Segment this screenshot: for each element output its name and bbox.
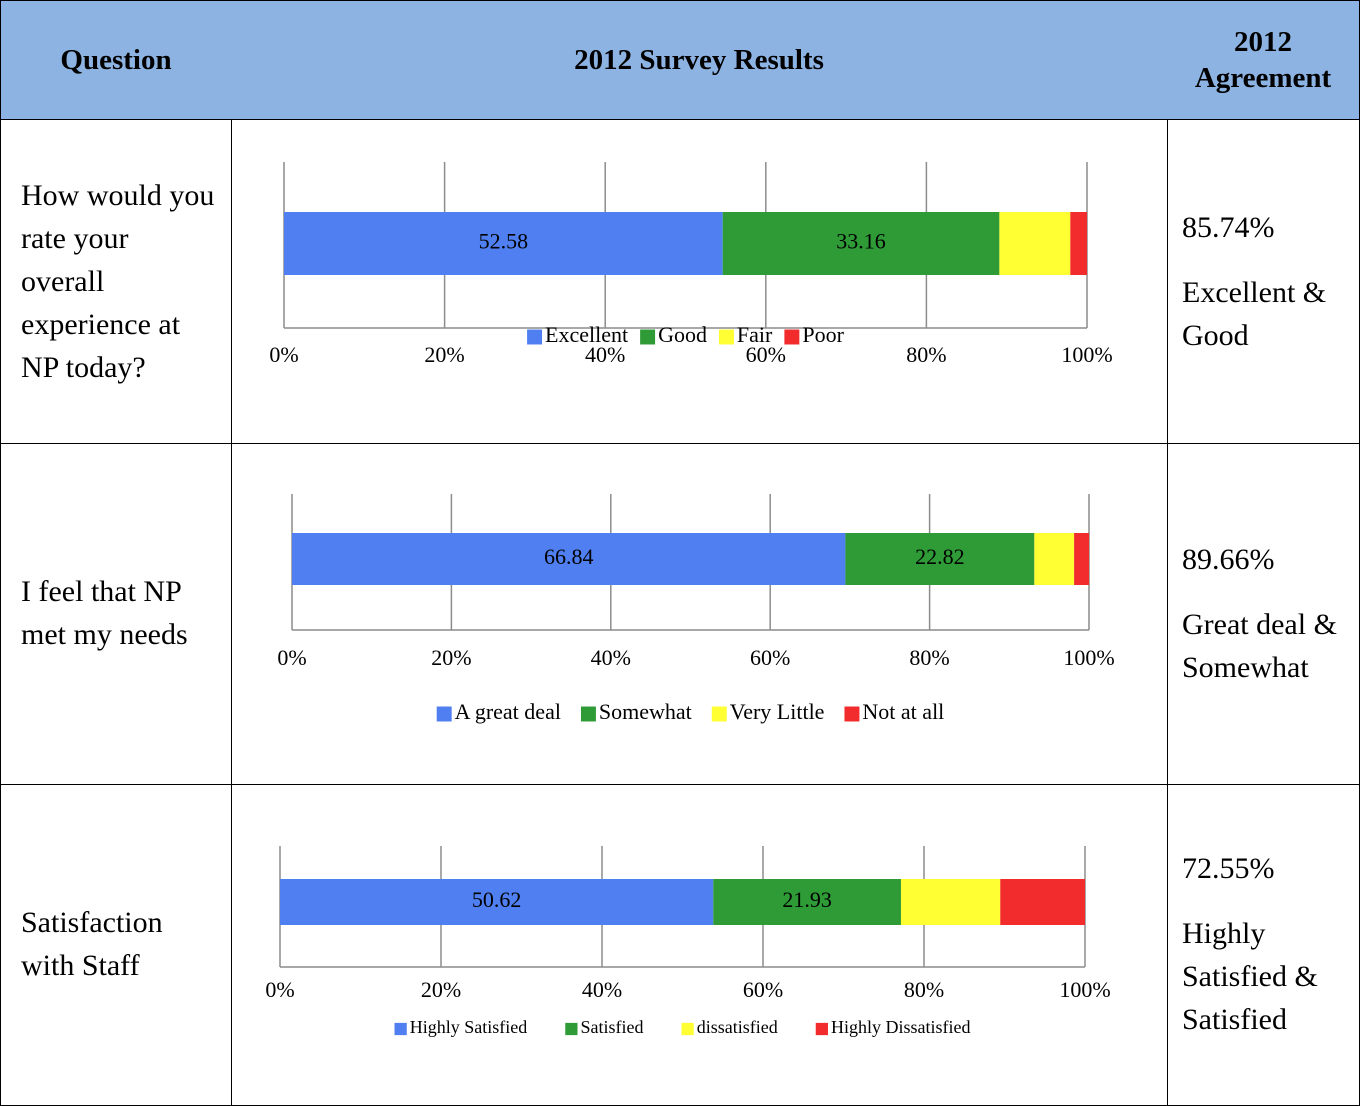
header-cell: 2012 Survey Results xyxy=(231,0,1168,120)
data-label: 50.62 xyxy=(472,887,522,912)
x-tick-label: 100% xyxy=(1059,977,1110,1002)
legend-swatch xyxy=(640,329,656,345)
x-tick-label: 80% xyxy=(906,342,946,367)
agreement-value: 89.66% xyxy=(1182,542,1275,576)
bar-segment xyxy=(713,879,901,925)
x-tick-label: 20% xyxy=(424,342,464,367)
bar-segment xyxy=(900,879,1001,925)
data-label: 66.84 xyxy=(544,544,594,569)
legend-label: Highly Satisfied xyxy=(410,1017,528,1037)
x-tick-label: 20% xyxy=(421,977,461,1002)
legend-label: dissatisfied xyxy=(697,1017,778,1037)
legend-swatch xyxy=(718,329,734,345)
chart: 0% 20% 40% 60% 80% 100% 52.58 33.16 Excellent Goo… xyxy=(269,162,1113,367)
agreement-label: Great deal & Somewhat xyxy=(1182,607,1337,684)
agreement-value: 85.74% xyxy=(1182,210,1275,244)
agreement-label: Excellent & Good xyxy=(1182,275,1327,352)
question-cell: I feel that NP met my needs xyxy=(0,442,232,785)
agreement-cell: 85.74% Excellent & Good xyxy=(1167,119,1360,444)
legend-swatch xyxy=(394,1022,407,1036)
bar-segment xyxy=(1034,533,1075,585)
x-tick-label: 40% xyxy=(585,342,625,367)
data-label: 21.93 xyxy=(782,887,832,912)
question-cell: How would you rate your overall experien… xyxy=(0,119,232,444)
x-tick-label: 0% xyxy=(269,342,298,367)
legend-label: Fair xyxy=(737,322,773,347)
x-tick-label: 80% xyxy=(904,977,944,1002)
chart-cell: 0% 20% 40% 60% 80% 100% 50.62 21.93 Highly Satis… xyxy=(231,783,1168,1106)
legend-label: A great deal xyxy=(455,699,561,724)
legend-label: Somewhat xyxy=(599,699,692,724)
bar-segment xyxy=(1000,879,1085,925)
x-tick-label: 0% xyxy=(277,645,306,670)
legend-label: Satisfied xyxy=(581,1017,644,1037)
x-tick-label: 80% xyxy=(909,645,949,670)
legend-swatch xyxy=(527,329,543,345)
legend-swatch xyxy=(815,1022,828,1036)
legend-swatch xyxy=(580,706,596,722)
chart: 0% 20% 40% 60% 80% 100% 50.62 21.93 Highly Satis… xyxy=(265,846,1111,1037)
x-tick-label: 20% xyxy=(431,645,471,670)
agreement-cell: 72.55% Highly Satisfied & Satisfied xyxy=(1167,783,1360,1106)
bar-segment xyxy=(845,533,1035,585)
data-label: 22.82 xyxy=(915,544,965,569)
legend-label: Very Little xyxy=(730,699,825,724)
x-tick-label: 0% xyxy=(265,977,294,1002)
agreement-label: Highly Satisfied & Satisfied xyxy=(1182,917,1318,1036)
x-tick-label: 40% xyxy=(582,977,622,1002)
x-tick-label: 60% xyxy=(743,977,783,1002)
chart-cell: 0% 20% 40% 60% 80% 100% 52.58 33.16 Excellent Goo… xyxy=(231,119,1168,444)
x-tick-label: 40% xyxy=(591,645,631,670)
bar-segment xyxy=(999,212,1071,275)
chart: 0% 20% 40% 60% 80% 100% 66.84 22.82 A great deal… xyxy=(277,494,1115,724)
bar-segment xyxy=(1074,533,1089,585)
legend-swatch xyxy=(436,706,452,722)
legend-label: Good xyxy=(658,322,707,347)
agreement-cell: 89.66% Great deal & Somewhat xyxy=(1167,442,1360,785)
legend-label: Poor xyxy=(802,322,844,347)
x-tick-label: 60% xyxy=(746,342,786,367)
legend-label: Not at all xyxy=(862,699,944,724)
bar-segment xyxy=(284,212,723,275)
chart-cell: 0% 20% 40% 60% 80% 100% 66.84 22.82 A great deal… xyxy=(231,442,1168,785)
data-label: 33.16 xyxy=(836,229,886,254)
x-tick-label: 100% xyxy=(1063,645,1114,670)
question-cell: Satisfaction with Staff xyxy=(0,783,232,1106)
header-cell: 2012 Agreement xyxy=(1167,0,1360,120)
header-cell: Question xyxy=(0,0,232,120)
x-tick-label: 60% xyxy=(750,645,790,670)
agreement-value: 72.55% xyxy=(1182,852,1275,885)
bar-segment xyxy=(280,879,714,925)
data-label: 52.58 xyxy=(479,229,529,254)
legend-label: Excellent xyxy=(545,322,628,347)
legend-swatch xyxy=(681,1022,694,1036)
legend-swatch xyxy=(565,1022,578,1036)
bar-segment xyxy=(722,212,1000,275)
legend-swatch xyxy=(711,706,727,722)
bar-segment xyxy=(1070,212,1087,275)
legend-label: Highly Dissatisfied xyxy=(831,1017,971,1037)
bar-segment xyxy=(292,533,846,585)
x-tick-label: 100% xyxy=(1061,342,1112,367)
legend-swatch xyxy=(784,329,800,345)
legend-swatch xyxy=(844,706,860,722)
